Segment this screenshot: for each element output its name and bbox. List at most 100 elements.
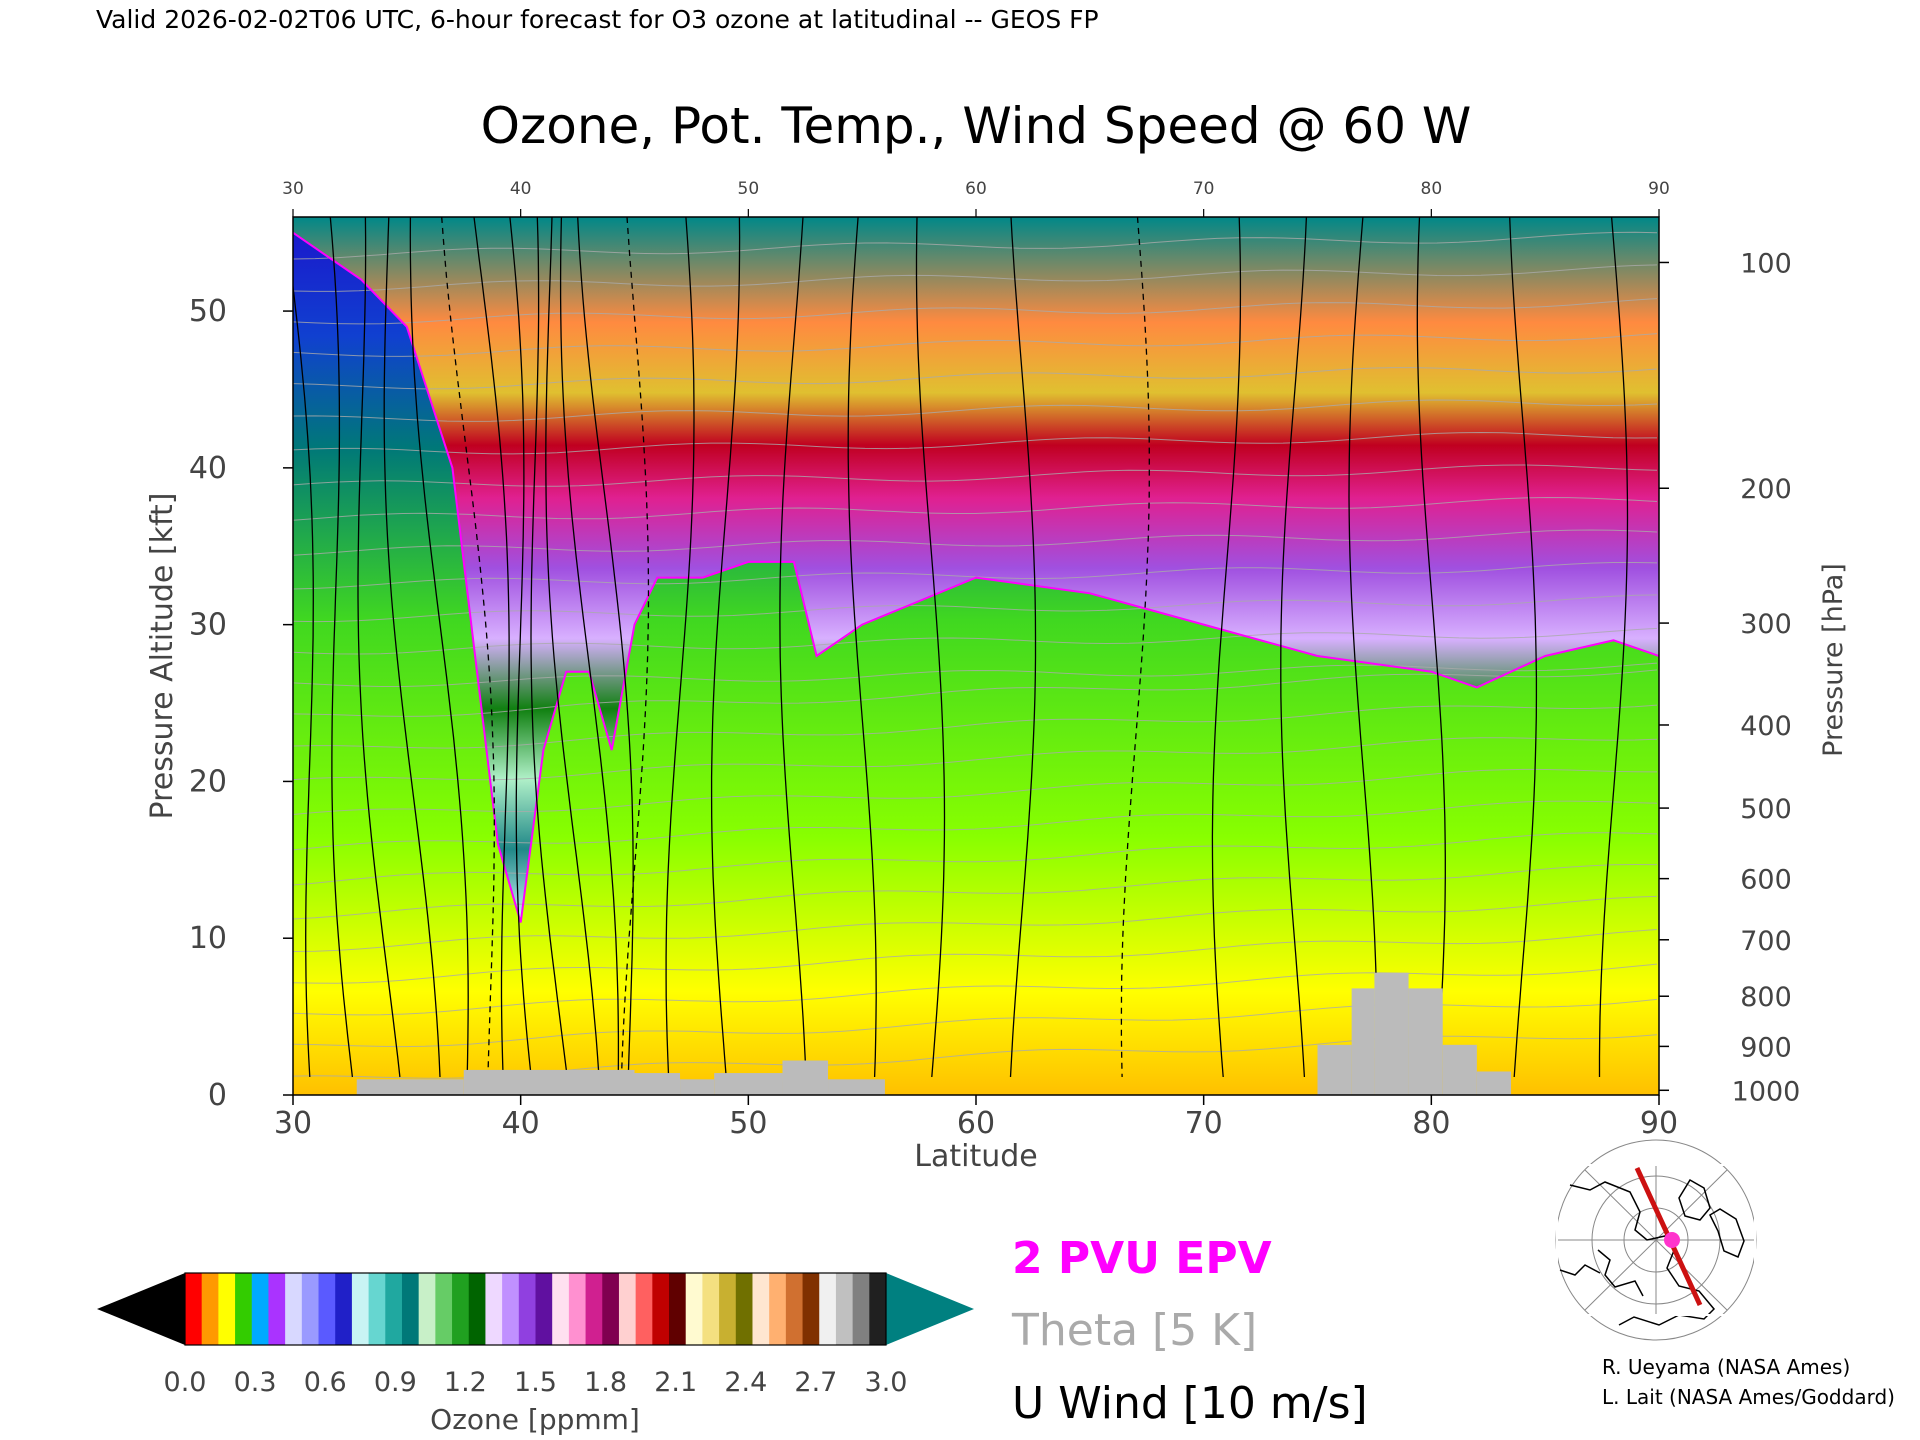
- terrain-block: [828, 1079, 885, 1095]
- pressure-tick-label: 600: [1740, 865, 1792, 896]
- colorbar-tick-label: 3.0: [865, 1367, 908, 1398]
- colorbar-swatch: [268, 1273, 286, 1345]
- theta-contour: [293, 669, 1658, 717]
- colorbar-tick-label: 0.0: [164, 1367, 207, 1398]
- y-axis-label: Pressure Altitude [kft]: [145, 493, 180, 820]
- top-tick-label: 60: [965, 179, 987, 199]
- wind-contour: [710, 217, 741, 1078]
- y-tick-label: 0: [208, 1078, 227, 1113]
- wind-contour: [383, 217, 441, 1078]
- colorbar-swatch: [602, 1273, 620, 1345]
- colorbar-label: Ozone [ppmm]: [430, 1403, 640, 1436]
- colorbar-swatch: [368, 1273, 386, 1345]
- colorbar-swatch: [719, 1273, 737, 1345]
- tropospheric-ozone-field: [293, 232, 1659, 1095]
- x-tick-label: 50: [729, 1106, 767, 1141]
- colorbar-swatch: [235, 1273, 253, 1345]
- theta-contour: [293, 594, 1658, 623]
- colorbar-swatch: [468, 1273, 487, 1345]
- colorbar-swatch: [685, 1273, 703, 1345]
- colorbar-swatch: [351, 1273, 370, 1345]
- pressure-tick-label: 700: [1740, 926, 1792, 957]
- colorbar-swatch: [518, 1273, 537, 1345]
- colorbar-swatch: [769, 1273, 787, 1345]
- pressure-tick-label: 300: [1740, 609, 1792, 640]
- colorbar-tick-label: 1.5: [514, 1367, 557, 1398]
- colorbar-over-arrow: [886, 1273, 974, 1345]
- colorbar: 0.0 0.3 0.6 0.9 1.2 1.5 1.8 2.1 2.4 2.7 3.0: [97, 1272, 974, 1398]
- theta-contour: [293, 895, 1658, 952]
- wind-contour: [473, 217, 510, 1078]
- theta-contours: [293, 231, 1658, 1079]
- theta-contour: [293, 737, 1658, 781]
- x-tick-label: 90: [1640, 1106, 1678, 1141]
- theta-contour: [293, 431, 1658, 455]
- top-tick-label: 50: [738, 179, 760, 199]
- wind-contour: [409, 217, 469, 1078]
- map-location-marker: [1664, 1232, 1680, 1248]
- colorbar-swatch: [752, 1273, 770, 1345]
- credit-line-1: R. Ueyama (NASA Ames): [1602, 1355, 1850, 1379]
- colorbar-tick-label: 2.7: [794, 1367, 837, 1398]
- wind-contour: [441, 217, 495, 1078]
- terrain-block: [463, 1069, 635, 1095]
- wind-contour: [293, 281, 314, 1078]
- top-tick-label: 90: [1648, 179, 1670, 199]
- top-tick-label: 40: [510, 179, 532, 199]
- colorbar-swatch: [785, 1273, 804, 1345]
- y-tick-label: 50: [189, 294, 227, 329]
- chart-title: Ozone, Pot. Temp., Wind Speed @ 60 W: [481, 97, 1472, 155]
- colorbar-swatch: [285, 1273, 303, 1345]
- wind-contour: [1211, 217, 1242, 1078]
- theta-contour: [293, 662, 1658, 687]
- colorbar-swatch: [635, 1273, 653, 1345]
- wind-contour: [779, 217, 807, 1078]
- credit-line-2: L. Lait (NASA Ames/Goddard): [1602, 1385, 1895, 1409]
- colorbar-swatch: [568, 1273, 587, 1345]
- theta-contour: [293, 264, 1658, 292]
- x-tick-label: 60: [957, 1106, 995, 1141]
- wind-contour: [509, 217, 532, 1078]
- terrain-block: [714, 1073, 783, 1095]
- colorbar-swatch: [185, 1273, 203, 1345]
- colorbar-swatch: [652, 1273, 670, 1345]
- colorbar-tick-label: 1.2: [444, 1367, 487, 1398]
- colorbar-swatch: [802, 1273, 820, 1345]
- terrain-block: [1317, 1044, 1352, 1095]
- terrain-block: [634, 1073, 681, 1095]
- wind-contour: [1416, 217, 1446, 1078]
- pressure-tick-label: 400: [1740, 711, 1792, 742]
- colorbar-swatch: [318, 1273, 336, 1345]
- colorbar-swatch: [435, 1273, 453, 1345]
- colorbar-swatch: [552, 1273, 570, 1345]
- y-tick-label: 30: [189, 608, 227, 643]
- colorbar-swatch: [535, 1273, 553, 1345]
- x-tick-label: 80: [1412, 1106, 1450, 1141]
- pressure-tick-label: 1000: [1732, 1076, 1801, 1107]
- legend-epv: 2 PVU EPV: [1012, 1233, 1272, 1284]
- pressure-tick-label: 200: [1740, 474, 1792, 505]
- colorbar-tick-label: 0.3: [234, 1367, 277, 1398]
- pressure-tick-label: 800: [1740, 982, 1792, 1013]
- pressure-tick-label: 100: [1740, 248, 1792, 279]
- x-axis-label: Latitude: [914, 1139, 1037, 1174]
- legend-theta: Theta [5 K]: [1011, 1305, 1257, 1356]
- theta-contour: [293, 863, 1658, 920]
- map-frame: [1556, 1164, 1756, 1316]
- terrain-block: [680, 1079, 715, 1095]
- colorbar-swatch: [819, 1273, 837, 1345]
- top-tick-label: 70: [1193, 179, 1215, 199]
- theta-contour: [293, 298, 1658, 325]
- terrain: [356, 972, 1512, 1095]
- colorbar-swatch: [585, 1273, 603, 1345]
- legend-uwind: U Wind [10 m/s]: [1012, 1378, 1368, 1429]
- wind-contour: [545, 217, 600, 1078]
- x-tick-label: 40: [502, 1106, 540, 1141]
- theta-contour: [293, 963, 1658, 1016]
- colorbar-swatch: [418, 1273, 436, 1345]
- u-wind-contours: [293, 217, 1629, 1078]
- colorbar-swatch: [869, 1273, 887, 1345]
- wind-contour: [1280, 217, 1308, 1078]
- theta-contour: [293, 399, 1658, 422]
